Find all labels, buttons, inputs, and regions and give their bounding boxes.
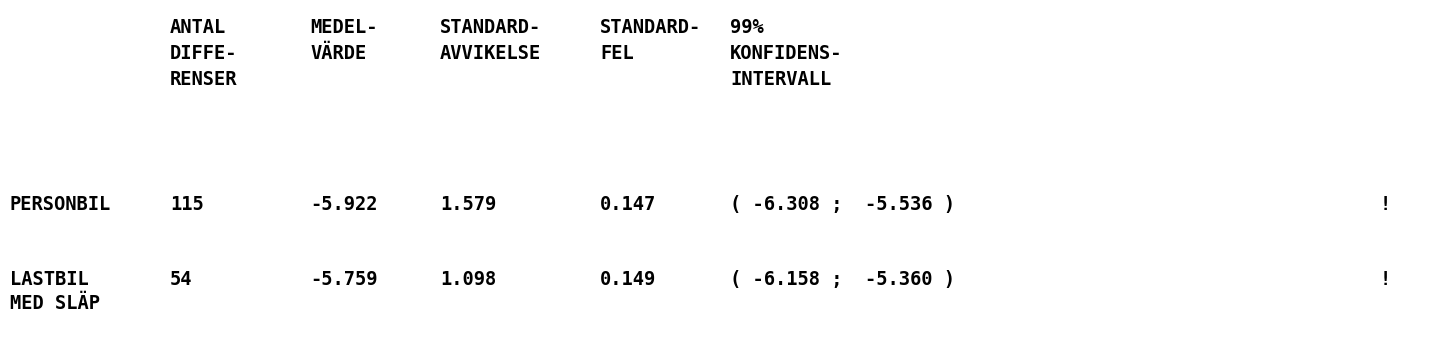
Text: MEDEL-: MEDEL-	[310, 18, 377, 37]
Text: 115: 115	[170, 195, 204, 214]
Text: !: !	[1380, 270, 1392, 289]
Text: ( -6.308 ;  -5.536 ): ( -6.308 ; -5.536 )	[730, 195, 955, 214]
Text: -5.759: -5.759	[310, 270, 377, 289]
Text: !: !	[1380, 195, 1392, 214]
Text: 99%: 99%	[730, 18, 763, 37]
Text: STANDARD-: STANDARD-	[440, 18, 542, 37]
Text: 0.147: 0.147	[600, 195, 656, 214]
Text: DIFFE-: DIFFE-	[170, 44, 237, 63]
Text: AVVIKELSE: AVVIKELSE	[440, 44, 542, 63]
Text: FEL: FEL	[600, 44, 633, 63]
Text: LASTBIL: LASTBIL	[10, 270, 89, 289]
Text: 1.579: 1.579	[440, 195, 496, 214]
Text: VÄRDE: VÄRDE	[310, 44, 366, 63]
Text: -5.922: -5.922	[310, 195, 377, 214]
Text: INTERVALL: INTERVALL	[730, 70, 832, 89]
Text: KONFIDENS-: KONFIDENS-	[730, 44, 843, 63]
Text: 0.149: 0.149	[600, 270, 656, 289]
Text: STANDARD-: STANDARD-	[600, 18, 702, 37]
Text: 1.098: 1.098	[440, 270, 496, 289]
Text: PERSONBIL: PERSONBIL	[10, 195, 111, 214]
Text: ( -6.158 ;  -5.360 ): ( -6.158 ; -5.360 )	[730, 270, 955, 289]
Text: RENSER: RENSER	[170, 70, 237, 89]
Text: ANTAL: ANTAL	[170, 18, 226, 37]
Text: MED SLÄP: MED SLÄP	[10, 294, 100, 313]
Text: 54: 54	[170, 270, 193, 289]
